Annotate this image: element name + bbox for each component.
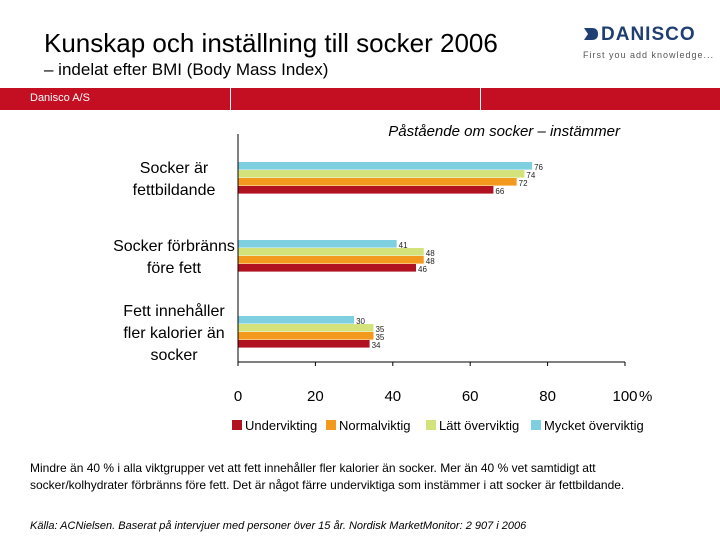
bar: [238, 178, 517, 186]
company-label: Danisco A/S: [30, 92, 90, 104]
data-label: 30: [356, 317, 365, 326]
category-label: före fett: [147, 260, 202, 277]
legend-swatch: [326, 420, 336, 430]
header-band: Danisco A/S: [0, 88, 720, 110]
bar: [238, 316, 355, 324]
category-label: Socker förbränns: [113, 238, 235, 255]
danisco-logo: DANISCO First you add knowledge...: [583, 24, 713, 64]
band-divider: [480, 88, 481, 110]
bar: [238, 256, 424, 264]
x-tick-label: 60: [462, 388, 479, 405]
bar: [238, 332, 374, 340]
data-label: 35: [375, 333, 384, 342]
x-tick-label: 0: [234, 388, 242, 405]
bar: [238, 340, 370, 348]
data-label: 76: [534, 163, 543, 172]
source-citation: Källa: ACNielsen. Baserat på intervjuer …: [30, 520, 527, 532]
chart-title: Påstående om socker – instämmer: [388, 123, 621, 140]
x-tick-label: 20: [307, 388, 324, 405]
data-label: 66: [495, 187, 504, 196]
x-tick-label: 40: [384, 388, 401, 405]
data-label: 41: [399, 241, 408, 250]
data-label: 48: [426, 257, 435, 266]
category-label: fettbildande: [133, 182, 216, 199]
data-label: 34: [372, 341, 381, 350]
legend-label: Undervikting: [245, 418, 317, 433]
category-label: Socker är: [140, 160, 209, 177]
bar: [238, 248, 424, 256]
category-label: socker: [150, 347, 198, 364]
logo-wordmark: DANISCO: [601, 24, 696, 45]
category-label: fler kalorier än: [123, 325, 224, 342]
chart-notes: Mindre än 40 % i alla viktgrupper vet at…: [30, 461, 625, 492]
legend-swatch: [426, 420, 436, 430]
danisco-logo-icon: [584, 28, 598, 40]
legend-label: Mycket överviktig: [544, 418, 644, 433]
legend-swatch: [531, 420, 541, 430]
x-unit-label: %: [639, 388, 652, 405]
bar: [238, 162, 533, 170]
logo-tagline: First you add knowledge...: [583, 50, 715, 60]
data-label: 74: [526, 171, 535, 180]
bar: [238, 324, 374, 332]
page-title: Kunskap och inställning till socker 2006: [44, 28, 498, 58]
page-subtitle: – indelat efter BMI (Body Mass Index): [44, 60, 329, 79]
legend-label: Normalviktig: [339, 418, 411, 433]
x-tick-label: 80: [539, 388, 556, 405]
data-label: 48: [426, 249, 435, 258]
bar: [238, 170, 525, 178]
band-divider: [230, 88, 231, 110]
x-tick-label: 100: [612, 388, 637, 405]
data-label: 72: [519, 179, 528, 188]
category-label: Fett innehåller: [123, 302, 225, 320]
data-label: 46: [418, 265, 427, 274]
legend-label: Lätt överviktig: [439, 418, 519, 433]
bar: [238, 186, 494, 194]
bar: [238, 240, 397, 248]
bar: [238, 264, 417, 272]
legend-swatch: [232, 420, 242, 430]
data-label: 35: [375, 325, 384, 334]
